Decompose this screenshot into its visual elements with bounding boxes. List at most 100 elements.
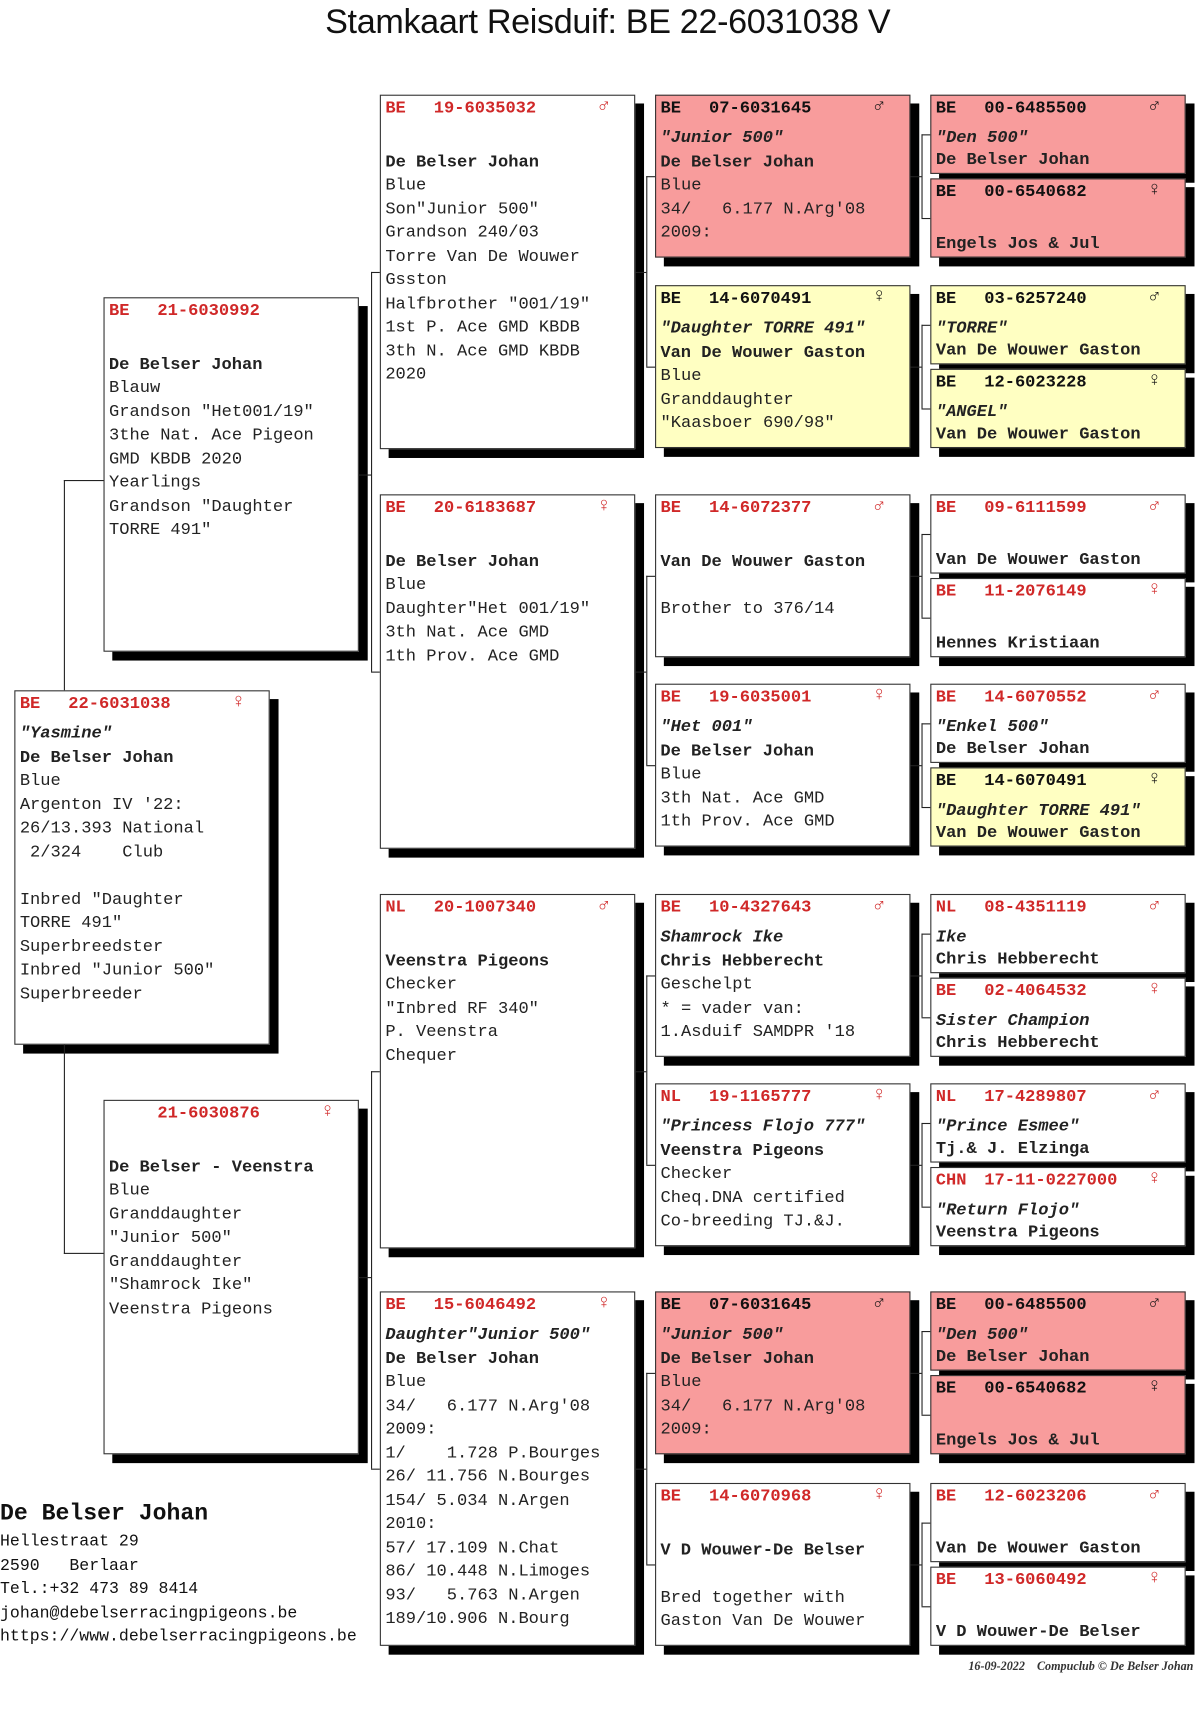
pigeon-card-ss[interactable]: BE 19-6035032 ♂ b:De Belser Johan Blue Son"Ju… <box>379 94 636 450</box>
ring-country: BE <box>935 686 957 707</box>
ring-header: BE 19-6035001 ♀ <box>661 685 905 716</box>
pigeon-card-g4-4[interactable]: BE 12-6023228 ♀ i:"ANGEL"b:Van De Wouwer Ga… <box>930 368 1186 449</box>
ring-country: BE <box>660 686 682 707</box>
pigeon-card-g4-13[interactable]: BE 00-6485500 ♂ i:"Den 500"b:De Belser Joha… <box>930 1291 1186 1371</box>
pigeon-card-g4-12[interactable]: CHN 17-11-0227000 ♀ i:"Return Flojo"b:Veens… <box>930 1166 1186 1247</box>
male-icon: ♂ <box>598 95 610 118</box>
ring-header: CHN 17-11-0227000 ♀ <box>936 1168 1180 1199</box>
female-icon: ♀ <box>1148 579 1161 602</box>
card-line: b:De Belser Johan <box>660 740 815 761</box>
card-line <box>936 526 1180 548</box>
card-line: b:Van De Wouwer Gaston <box>935 340 1141 361</box>
pigeon-card-dd[interactable]: BE 15-6046492 ♀ i:Daughter"Junior 500" b:De … <box>379 1291 636 1646</box>
ring-country: BE <box>935 1294 957 1315</box>
female-icon: ♀ <box>873 286 886 309</box>
ring-header: BE 20-6183687 ♀ <box>385 495 629 526</box>
card-line: i:"TORRE" <box>935 318 1008 338</box>
ring-number: 19-6035001 <box>708 686 812 707</box>
owner-address: Hellestraat 29 <box>0 1532 139 1552</box>
card-line: i:"Den 500" <box>935 1324 1028 1345</box>
card-line: 34/ 6.177 N.Arg'08 <box>660 198 866 219</box>
card-line: i:Sister Champion <box>935 1010 1090 1031</box>
pigeon-card-sd[interactable]: BE 20-6183687 ♀ b:De Belser Johan Blue Daught… <box>379 494 636 849</box>
pigeon-card-g4-1[interactable]: BE 00-6485500 ♂ i:"Den 500"b:De Belser Joha… <box>930 94 1186 174</box>
card-line: 57/ 17.109 N.Chat <box>385 1537 560 1558</box>
owner-website[interactable]: https://www.debelserracingpigeons.be <box>0 1627 357 1646</box>
pigeon-card-g4-7[interactable]: BE 14-6070552 ♂ i:"Enkel 500"b:De Belser Jo… <box>930 683 1186 763</box>
pigeon-card-ds[interactable]: NL 20-1007340 ♂ b:Veenstra Pigeons Checker"I… <box>379 893 636 1249</box>
ring-number: 14-6072377 <box>708 497 812 518</box>
pigeon-card-dam[interactable]: 21-6030876 ♀ b:De Belser - Veenstra Blue Gra… <box>103 1099 359 1455</box>
pigeon-card-subject[interactable]: BE 22-6031038 ♀ i:"Yasmine"b:De Belser Joha… <box>14 690 270 1045</box>
card-line: b:De Belser Johan <box>935 738 1090 759</box>
card-line: i:"Return Flojo" <box>935 1200 1080 1220</box>
pigeon-card-g4-5[interactable]: BE 09-6111599 ♂ b:Van De Wouwer Gaston <box>930 494 1186 574</box>
ring-header: BE 19-6035032 ♂ <box>385 96 629 127</box>
pigeon-card-sdd[interactable]: BE 19-6035001 ♀ i:"Het 001" b:De Belser Joha… <box>655 683 911 847</box>
female-icon: ♀ <box>598 495 610 518</box>
pigeon-card-sds[interactable]: BE 14-6072377 ♂ b:Van De Wouwer Gaston Broth… <box>655 494 911 658</box>
connector-line <box>63 480 65 691</box>
pigeon-card-g4-15[interactable]: BE 12-6023206 ♂ b:Van De Wouwer Gaston <box>930 1482 1186 1563</box>
card-line: i:"Prince Esmee" <box>935 1116 1080 1137</box>
card-line: 1/ 1.728 P.Bourges <box>385 1442 601 1463</box>
card-line: b:De Belser Johan <box>385 1348 539 1368</box>
pigeon-card-dss[interactable]: BE 10-4327643 ♂ i:Shamrock Ike b:Chris Hebbe… <box>655 893 911 1057</box>
ring-country: BE <box>19 693 41 714</box>
female-icon: ♀ <box>873 1084 886 1107</box>
card-line: b:Veenstra Pigeons <box>935 1222 1100 1242</box>
ring-header: NL 08-4351119 ♂ <box>936 895 1180 926</box>
card-line: Blauw <box>108 377 161 398</box>
pigeon-card-sss[interactable]: BE 07-6031645 ♂ i:"Junior 500" b:De Belser J… <box>655 94 911 258</box>
pigeon-card-g4-8[interactable]: BE 14-6070491 ♀ i:"Daughter TORRE 491" b:Van… <box>930 767 1186 847</box>
ring-country: BE <box>935 581 957 602</box>
connector-line <box>921 1606 931 1608</box>
pigeon-card-dds[interactable]: BE 07-6031645 ♂ i:"Junior 500" b:De Belser J… <box>655 1291 911 1455</box>
card-line: "Shamrock Ike" <box>108 1274 253 1295</box>
card-line: 2/324 Club <box>19 841 164 862</box>
card-line: Grandson "Het001/19" <box>108 401 314 422</box>
card-line: 1st P. Ace GMD KBDB <box>385 317 580 337</box>
ring-number: 13-6060492 <box>984 1569 1087 1590</box>
pigeon-card-g4-10[interactable]: BE 02-4064532 ♀ i:Sister Championb:Chris He… <box>930 977 1186 1057</box>
ring-country: BE <box>660 288 682 309</box>
pigeon-card-g4-11[interactable]: NL 17-4289807 ♂ i:"Prince Esmee"b:Tj.& J. E… <box>930 1083 1186 1163</box>
pigeon-card-g4-2[interactable]: BE 00-6540682 ♀ b:Engels Jos & Jul <box>930 178 1186 258</box>
card-line <box>109 1132 353 1156</box>
connector-line <box>921 723 923 807</box>
card-line <box>661 1562 905 1586</box>
pigeon-card-g4-6[interactable]: BE 11-2076149 ♀ b:Hennes Kristiaan <box>930 577 1186 658</box>
card-line: i:"Daughter TORRE 491" <box>660 318 866 338</box>
card-line: Blue <box>660 1371 702 1392</box>
pigeon-card-ddd[interactable]: BE 14-6070968 ♀ b:V D Wouwer-De Belser Bred … <box>655 1482 911 1646</box>
card-line: Inbred "Junior 500" <box>19 960 215 980</box>
card-line: 3th Nat. Ace GMD <box>385 622 550 642</box>
card-line: i:"Enkel 500" <box>935 716 1049 737</box>
card-line: Son"Junior 500" <box>385 198 539 219</box>
card-line: b:Veenstra Pigeons <box>660 1140 825 1160</box>
card-line: 154/ 5.034 N.Argen <box>385 1490 570 1510</box>
pigeon-card-ssd[interactable]: BE 14-6070491 ♀ i:"Daughter TORRE 491" b:Van… <box>655 285 911 449</box>
card-line: b:Engels Jos & Jul <box>935 233 1100 254</box>
connector-line <box>921 1522 931 1524</box>
pigeon-card-dsd[interactable]: NL 19-1165777 ♀ i:"Princess Flojo 777" b:Vee… <box>655 1083 911 1247</box>
card-line: 26/13.393 National <box>19 817 205 838</box>
pigeon-card-g4-14[interactable]: BE 00-6540682 ♀ b:Engels Jos & Jul <box>930 1375 1186 1455</box>
ring-header: BE 11-2076149 ♀ <box>936 579 1180 610</box>
card-line: b:Van De Wouwer Gaston <box>935 1537 1141 1558</box>
connector-line <box>921 533 931 536</box>
connector-line <box>371 1468 380 1470</box>
male-icon: ♂ <box>873 895 886 918</box>
ring-header: BE 09-6111599 ♂ <box>936 495 1180 526</box>
card-line: Yearlings <box>108 472 202 493</box>
connector-line <box>635 671 647 673</box>
card-line: Checker <box>385 974 458 995</box>
card-line: Gsston <box>385 269 447 290</box>
owner-email[interactable]: johan@debelserracingpigeons.be <box>0 1603 298 1623</box>
pigeon-card-sire[interactable]: BE 21-6030992 b:De Belser Johan Blauw Grands… <box>103 297 359 652</box>
connector-line <box>371 271 380 274</box>
pigeon-card-g4-16[interactable]: BE 13-6060492 ♀ b:V D Wouwer-De Belser <box>930 1566 1186 1646</box>
pigeon-card-g4-3[interactable]: BE 03-6257240 ♂ i:"TORRE"b:Van De Wouwer Ga… <box>930 285 1186 365</box>
connector-line <box>63 1044 65 1254</box>
pigeon-card-g4-9[interactable]: NL 08-4351119 ♂ i:Ikeb:Chris Hebberecht <box>930 893 1186 974</box>
